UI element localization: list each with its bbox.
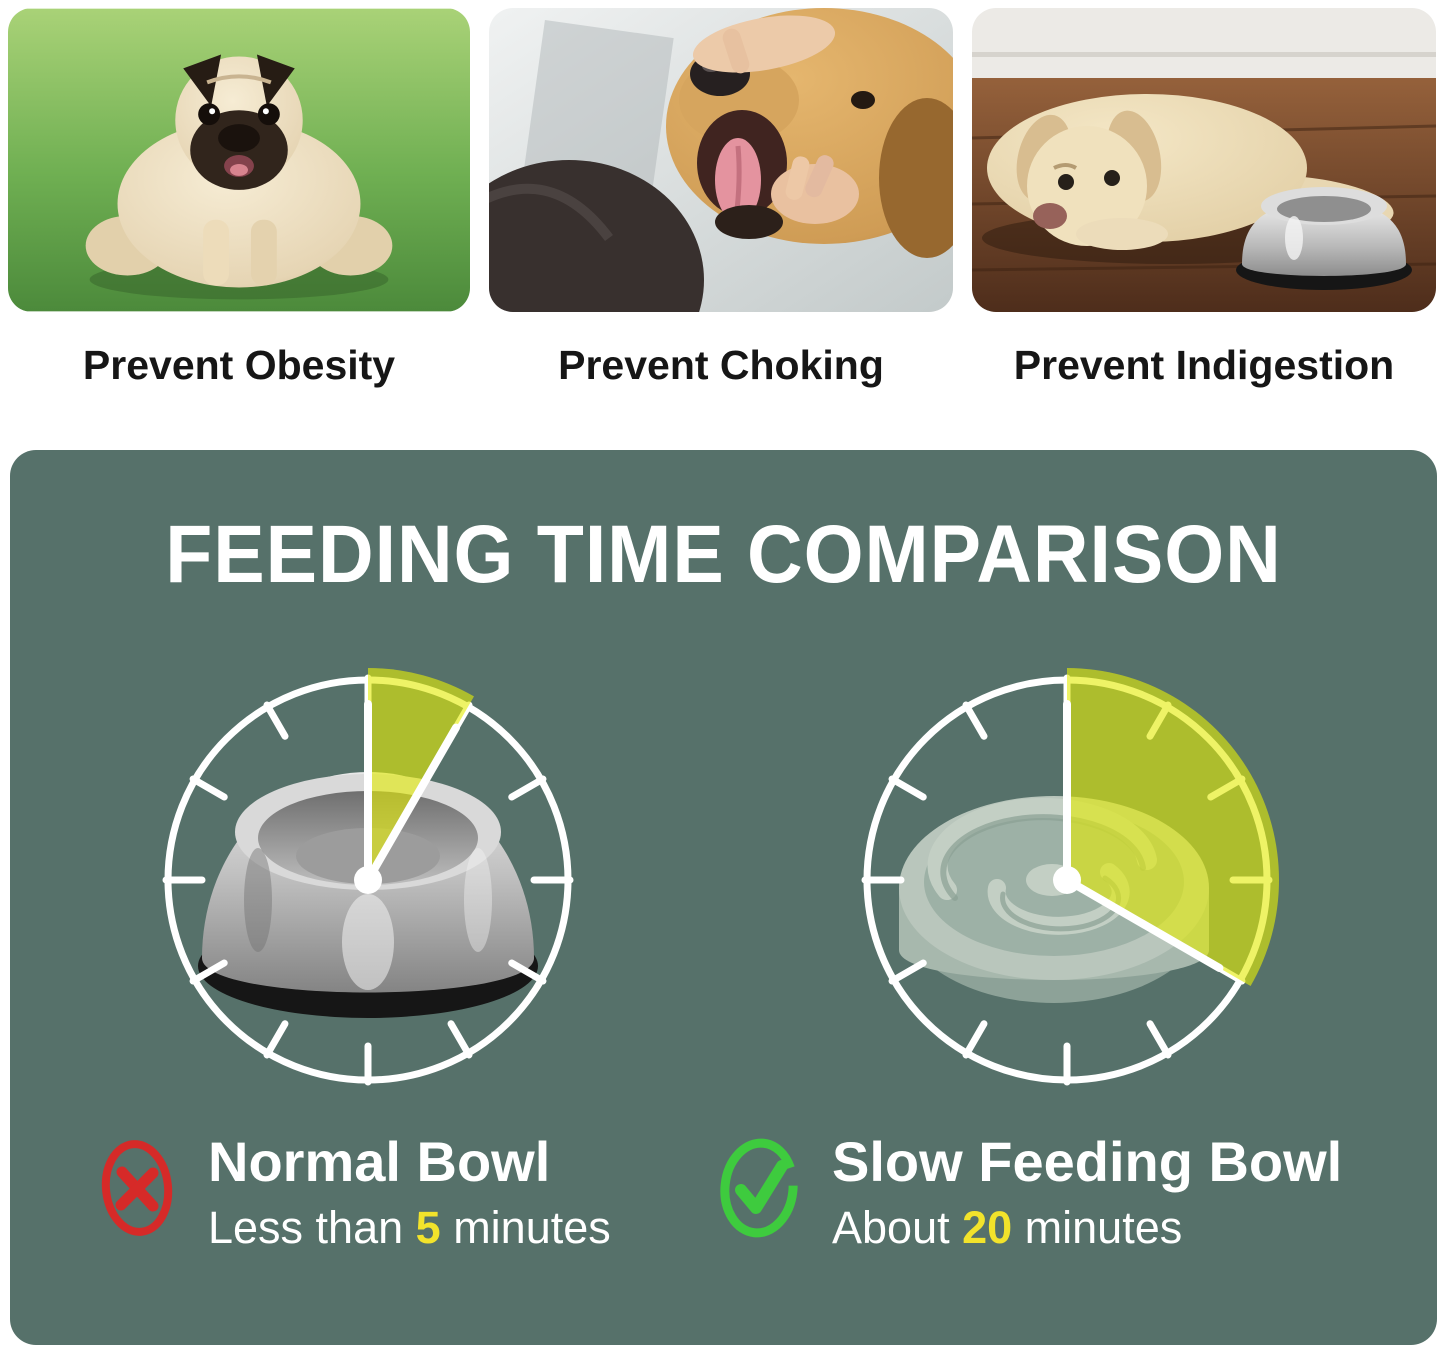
clock-tick	[447, 1020, 473, 1059]
slow-bowl-label: Slow Feeding Bowl	[832, 1130, 1343, 1193]
slow-bowl-result: Slow Feeding Bowl About 20 minutes	[716, 1134, 1342, 1254]
clock-tick	[263, 1020, 289, 1059]
pug-on-grass-illustration	[8, 8, 470, 312]
slow-bowl-detail: About 20 minutes	[832, 1202, 1342, 1254]
clock-tick	[888, 959, 927, 985]
clock-tick	[263, 701, 289, 740]
detail-minutes-value: 20	[962, 1202, 1013, 1253]
slow-bowl-clock	[861, 668, 1279, 1086]
clock-tick	[888, 775, 927, 801]
clock-tick	[508, 775, 547, 801]
panel-title: FEEDING TIME COMPARISON	[165, 509, 1282, 600]
caption-prevent-choking: Prevent Choking	[558, 342, 884, 388]
photo-mouth-check	[489, 8, 953, 312]
normal-bowl-detail: Less than 5 minutes	[208, 1202, 611, 1254]
normal-bowl-label: Normal Bowl	[208, 1130, 551, 1193]
clock-overlay-normal	[162, 668, 574, 1086]
clock-hand-end	[1063, 876, 1224, 972]
clock-center-dot	[354, 866, 382, 894]
detail-prefix: About	[832, 1202, 963, 1253]
clock-tick	[1146, 1020, 1172, 1059]
normal-bowl-text: Normal Bowl Less than 5 minutes	[208, 1134, 611, 1254]
clock-tick	[508, 959, 547, 985]
clock-overlay-slow	[861, 668, 1279, 1086]
clock-hand-end	[364, 723, 460, 884]
clock-tick	[962, 1020, 988, 1059]
detail-minutes-value: 5	[415, 1202, 441, 1253]
labrador-beside-bowl-illustration	[972, 8, 1436, 312]
cross-icon	[101, 1140, 173, 1236]
caption-prevent-indigestion: Prevent Indigestion	[1013, 342, 1395, 388]
slow-bowl-text: Slow Feeding Bowl About 20 minutes	[832, 1134, 1342, 1254]
detail-suffix: minutes	[1012, 1202, 1183, 1253]
caption-prevent-obesity: Prevent Obesity	[82, 342, 396, 388]
photo-obese-pug	[8, 8, 470, 312]
feeding-time-comparison-panel: FEEDING TIME COMPARISON	[10, 450, 1437, 1345]
clock-tick	[189, 775, 228, 801]
dog-mouth-check-illustration	[489, 8, 953, 312]
normal-bowl-result: Normal Bowl Less than 5 minutes	[96, 1134, 611, 1254]
clock-center-dot	[1053, 866, 1081, 894]
detail-suffix: minutes	[440, 1202, 611, 1253]
detail-prefix: Less than	[208, 1202, 416, 1253]
clock-tick	[189, 959, 228, 985]
check-icon	[720, 1138, 798, 1238]
normal-bowl-clock	[162, 668, 574, 1086]
clock-tick	[962, 701, 988, 740]
photo-dog-beside-bowl	[972, 8, 1436, 312]
